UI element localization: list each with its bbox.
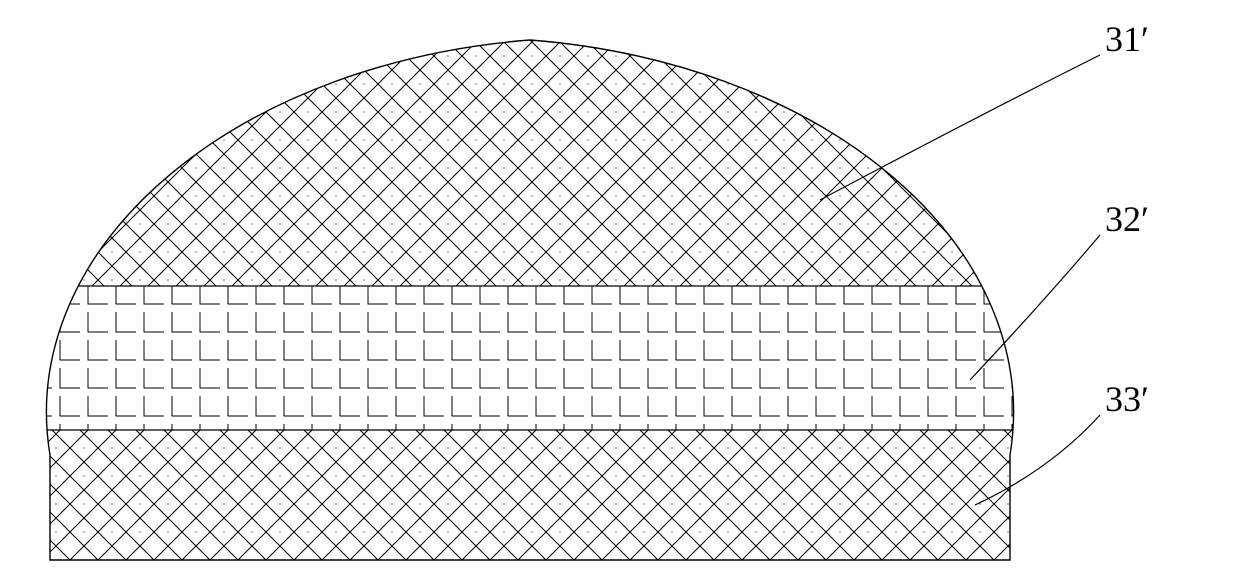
callout-label-32: 32′ xyxy=(1105,198,1149,240)
diagram-canvas: 31′ 32′ 33′ xyxy=(0,0,1240,578)
layer-33-bottom xyxy=(10,430,1050,560)
layer-32-middle xyxy=(10,286,1050,430)
callout-label-31: 31′ xyxy=(1105,18,1149,60)
leader-label-31 xyxy=(820,55,1100,200)
cross-section-svg xyxy=(0,0,1240,578)
callout-label-33: 33′ xyxy=(1105,378,1149,420)
